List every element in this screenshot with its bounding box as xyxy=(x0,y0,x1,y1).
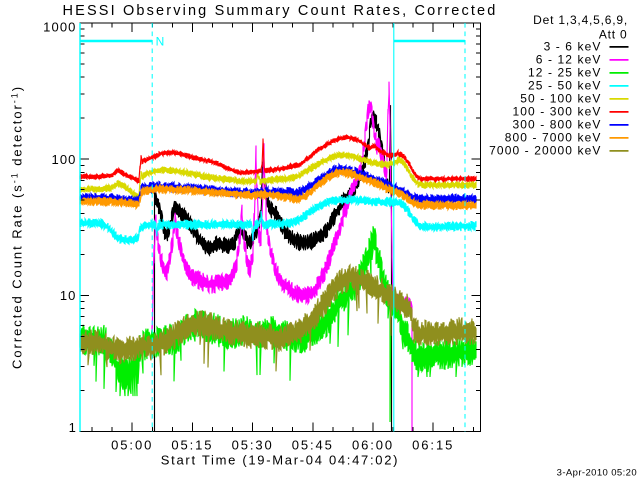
svg-text:05:45: 05:45 xyxy=(292,437,334,452)
svg-text:05:00: 05:00 xyxy=(111,437,153,452)
svg-text:100 - 300 keV: 100 - 300 keV xyxy=(512,105,601,119)
svg-text:3-Apr-2010 05:20: 3-Apr-2010 05:20 xyxy=(557,468,637,479)
svg-text:HESSI Observing Summary Count: HESSI Observing Summary Count Rates, Cor… xyxy=(63,3,498,19)
svg-text:3 - 6 keV: 3 - 6 keV xyxy=(544,40,602,54)
svg-text:1: 1 xyxy=(69,420,77,435)
svg-text:300 - 800 keV: 300 - 800 keV xyxy=(512,118,601,132)
svg-text:6 - 12 keV: 6 - 12 keV xyxy=(536,53,602,67)
svg-text:06:00: 06:00 xyxy=(352,437,394,452)
svg-text:1000: 1000 xyxy=(43,20,76,35)
svg-text:Corrected Count Rate (s-1 dete: Corrected Count Rate (s-1 detector-1) xyxy=(10,85,25,369)
svg-text:100: 100 xyxy=(52,152,77,167)
svg-text:800 - 7000 keV: 800 - 7000 keV xyxy=(505,131,602,145)
svg-text:10: 10 xyxy=(60,288,77,303)
svg-text:N: N xyxy=(156,35,165,49)
svg-text:05:15: 05:15 xyxy=(171,437,213,452)
svg-text:05:30: 05:30 xyxy=(232,437,274,452)
svg-text:06:15: 06:15 xyxy=(412,437,454,452)
svg-text:Det 1,3,4,5,6,9,: Det 1,3,4,5,6,9, xyxy=(533,13,628,27)
svg-text:7000 - 20000 keV: 7000 - 20000 keV xyxy=(489,144,601,158)
svg-text:25 - 50 keV: 25 - 50 keV xyxy=(528,79,601,93)
svg-text:Att 0: Att 0 xyxy=(599,27,628,41)
svg-text:12 - 25 keV: 12 - 25 keV xyxy=(528,66,601,80)
svg-text:50 - 100 keV: 50 - 100 keV xyxy=(520,92,601,106)
svg-text:Start Time (19-Mar-04 04:47:02: Start Time (19-Mar-04 04:47:02) xyxy=(161,453,399,468)
